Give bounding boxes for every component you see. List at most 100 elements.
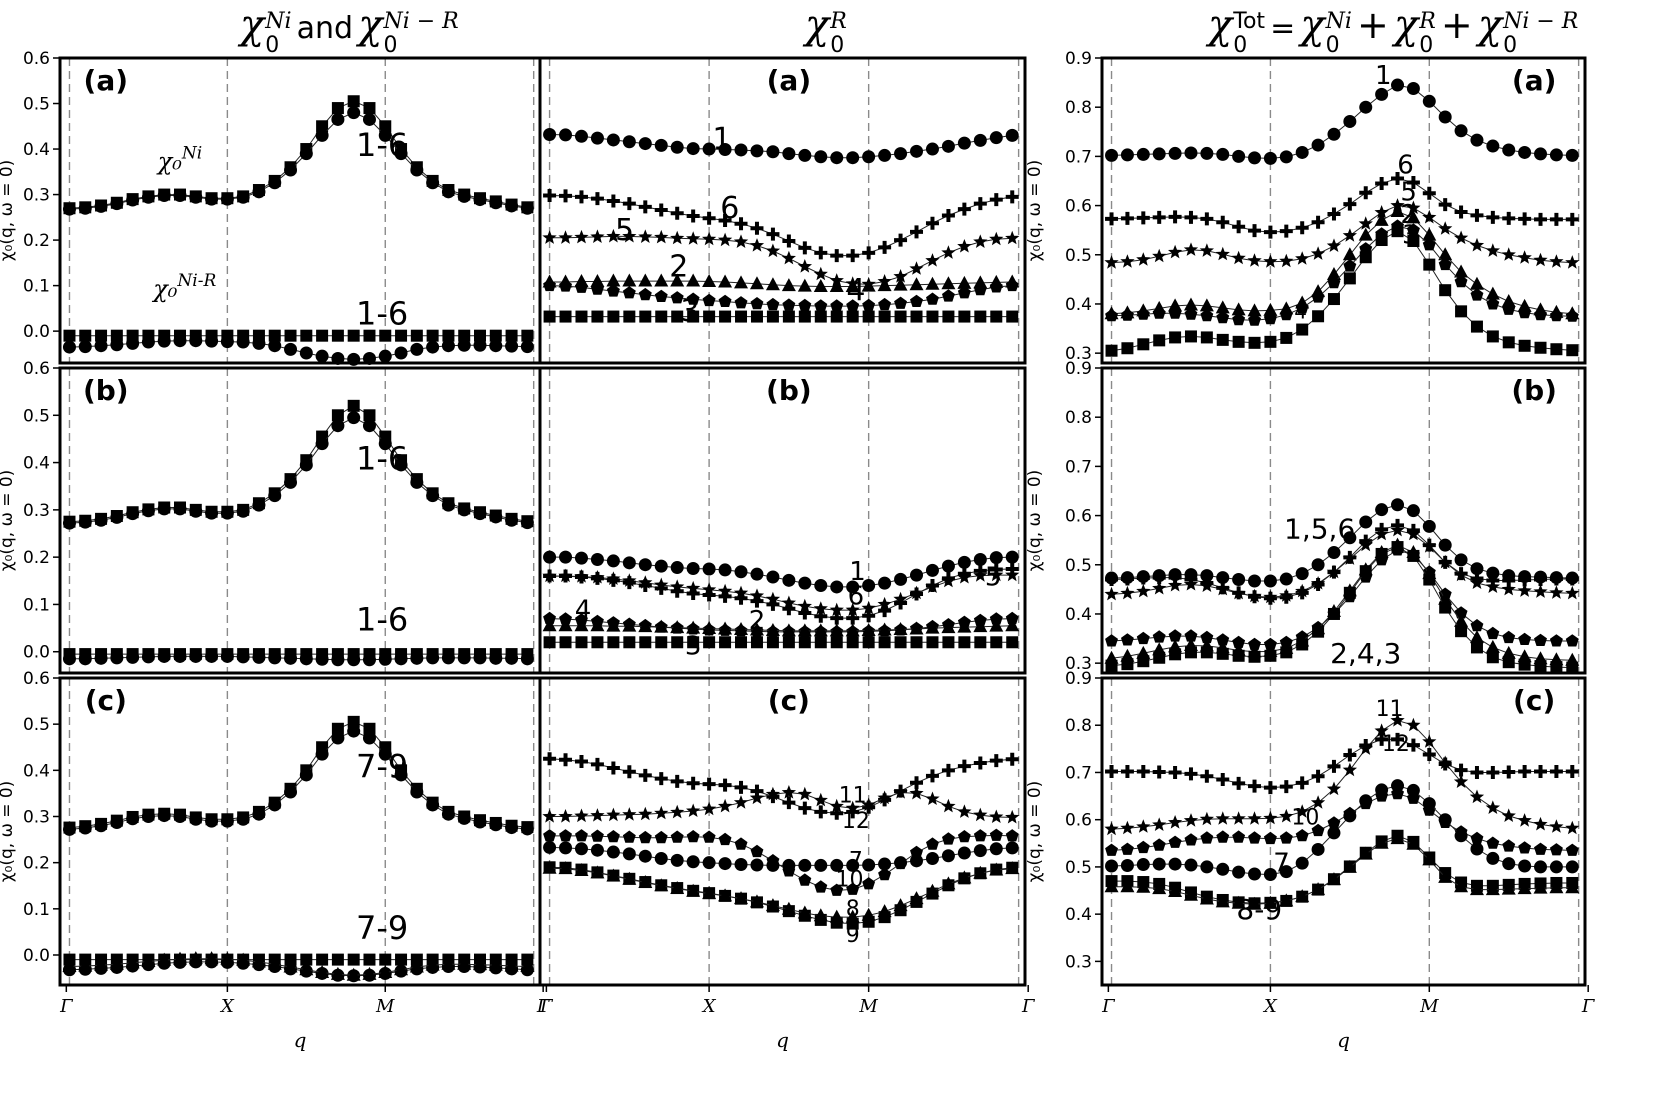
data-point-plus [1327,207,1341,221]
data-point-circle [1263,867,1277,881]
data-point-circle [638,558,652,572]
data-point-pentagon [989,280,1003,293]
data-point-triangle [718,888,733,902]
panel-frame [58,56,542,365]
data-point-star [829,602,844,617]
data-point-pentagon [1200,309,1214,322]
data-point-pentagon [1168,306,1182,319]
data-point-triangle [765,898,780,912]
data-point-circle [284,342,298,356]
data-point-square [1359,251,1372,264]
series-line-3 [1111,210,1573,315]
data-point-triangle [718,621,733,635]
data-point-star [845,602,860,617]
x-tick-label: M [375,996,395,1017]
data-point-star [893,269,908,283]
data-point-star [542,230,557,244]
data-point-circle [798,576,812,590]
data-point-star [686,803,701,817]
data-point-circle [189,504,203,518]
data-point-triangle [1469,882,1484,896]
data-point-plus [1311,215,1325,229]
data-point-triangle [1469,630,1484,644]
data-point-circle [205,506,219,520]
data-point-circle [157,502,171,516]
data-point-circle [957,555,971,569]
data-point-plus [1120,211,1134,225]
data-point-pentagon [1438,257,1452,271]
data-point-star [1374,723,1389,737]
data-point-circle [1005,841,1019,855]
data-point-star [1104,821,1119,836]
data-point-pentagon [1502,302,1516,315]
y-tick-label: 0.5 [23,406,50,426]
data-point-square [910,310,923,323]
data-point-square [379,120,392,133]
data-point-square [331,329,344,342]
data-point-circle [1422,94,1436,108]
data-point-triangle [1120,879,1135,893]
data-point-plus [638,768,652,782]
data-point-star [686,231,701,245]
data-point-circle [489,339,503,353]
data-point-plus [798,606,812,620]
y-tick-label: 0.8 [1065,408,1092,428]
data-point-plus [814,246,828,260]
data-point-pentagon [1311,290,1325,303]
data-point-star [1247,253,1262,267]
data-point-square [316,329,329,342]
data-point-triangle [638,875,653,889]
data-point-square [782,310,795,323]
data-point-circle [331,112,345,126]
data-point-circle [1343,809,1357,823]
data-point-pentagon [750,297,764,310]
data-point-star [558,230,573,244]
data-point-triangle [622,618,637,632]
data-point-circle [426,651,440,665]
data-point-triangle [941,620,956,634]
data-point-circle [473,338,487,352]
data-point-square [798,636,811,649]
annotation-label: 2 [749,606,766,636]
data-point-triangle [299,962,314,976]
data-point-pentagon [559,279,572,292]
data-point-plus [543,569,557,583]
data-point-pentagon [702,293,716,307]
data-point-square [1121,342,1134,355]
data-point-circle [141,504,155,518]
data-point-triangle [973,865,988,879]
annotation-label: 6 [848,581,865,611]
data-point-plus [638,200,652,214]
data-point-triangle [1263,895,1278,909]
data-point-star [1501,581,1516,596]
data-point-triangle [861,278,876,292]
data-point-plus [782,234,796,248]
data-point-triangle [702,274,717,288]
data-point-pentagon [1470,288,1484,301]
series-line-2 [1111,205,1573,264]
title-plus: + [1357,3,1389,47]
data-point-square [489,329,502,342]
data-point-pentagon [1565,843,1579,856]
data-point-square [1327,607,1340,620]
data-point-square [591,310,604,323]
data-point-plus [1136,765,1150,779]
data-point-star [1215,246,1230,261]
annotation-label: 1 [712,122,731,157]
data-point-circle [205,814,219,828]
data-point-square [1216,647,1229,660]
data-point-plus [1005,752,1019,766]
data-point-circle [941,139,955,153]
data-point-circle [846,858,860,872]
data-point-circle [1232,573,1246,587]
panel-frame [538,366,1027,675]
data-point-pentagon [670,291,684,304]
data-point-square [1121,658,1134,671]
y-tick-label: 0.5 [23,95,50,115]
data-point-square [830,310,843,323]
data-point-pentagon [830,299,844,312]
data-point-circle [1422,797,1436,811]
data-point-circle [110,510,124,524]
data-point-triangle [157,952,172,966]
